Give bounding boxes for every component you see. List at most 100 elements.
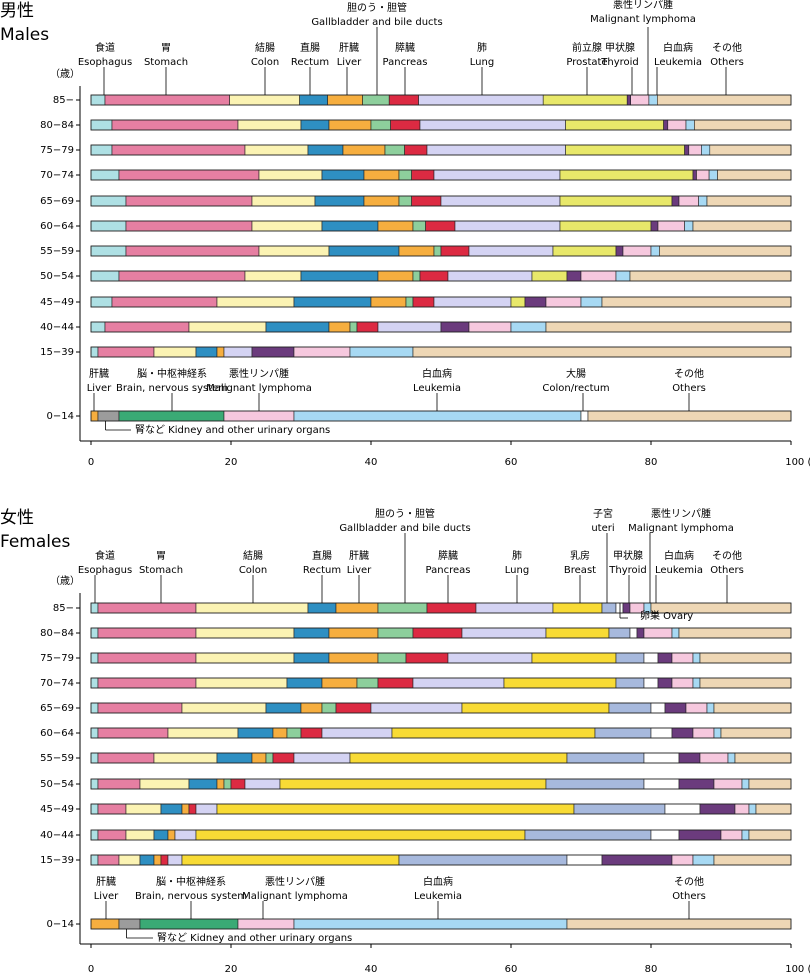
bar-segment-esophagus: [90, 778, 99, 790]
child-label-ja: 悪性リンパ腫: [229, 367, 289, 380]
bar-segment-others: [545, 321, 792, 333]
bar-outline: [90, 752, 792, 764]
bar-segment-lymphoma: [545, 296, 582, 308]
bar-segment-breast: [195, 829, 526, 841]
bar-segment-colon: [195, 602, 309, 614]
series-label-ja: 甲状腺: [613, 549, 643, 562]
bar-segment-esophagus: [90, 296, 113, 308]
row-label-age: 40−44: [40, 322, 74, 333]
series-label-en: Liver: [337, 57, 362, 68]
bar-segment-liver: [342, 144, 386, 156]
bar-segment-esophagus: [90, 346, 99, 358]
bar-segment-esophagus: [90, 727, 99, 739]
x-tick-label: 40: [365, 457, 378, 468]
child-label-en: Liver: [87, 383, 112, 394]
bar-segment-others: [699, 652, 792, 664]
child-label-en: Leukemia: [414, 891, 462, 902]
bar-segment-thyroid: [566, 270, 582, 282]
bar-segment-others: [717, 169, 792, 181]
y-unit-label: （歳）: [50, 575, 80, 587]
series-label-en: Leukemia: [655, 565, 703, 576]
series-label-en: uteri: [591, 523, 614, 534]
row-label-age: 70−74: [40, 170, 74, 181]
bar-segment-thyroid: [692, 169, 697, 181]
bar-segment-rectum: [307, 602, 337, 614]
series-label-en: Lung: [470, 57, 494, 68]
bar-segment-lymphoma: [657, 220, 685, 232]
bar-segment-lung: [461, 627, 547, 639]
series-label-ja: 乳房: [570, 549, 590, 562]
bar-segment-colon: [153, 752, 218, 764]
bar-outline: [90, 677, 792, 689]
series-label-en: Stomach: [139, 565, 183, 576]
bar-segment-lymphoma: [671, 677, 694, 689]
bar-segment-rectum: [299, 94, 328, 106]
x-tick-label: 20: [225, 457, 238, 468]
bar-segment-rectum: [328, 245, 400, 257]
bar-segment-esophagus: [90, 245, 127, 257]
child-label-en: Liver: [94, 891, 119, 902]
bar-segment-pancreas: [300, 727, 323, 739]
bar-segment-others: [678, 627, 792, 639]
bar-segment-lymphoma: [622, 245, 652, 257]
child-label-en: Leukemia: [413, 383, 461, 394]
panel-title-en: Females: [0, 532, 70, 552]
bar-segment-thyroid: [678, 829, 722, 841]
bar-segment-breast: [552, 602, 603, 614]
bar-segment-lung: [195, 803, 218, 815]
bar-outline: [90, 702, 792, 714]
bar-segment-others: [734, 752, 792, 764]
series-label-en: Colon: [239, 565, 267, 576]
bar-segment-breast: [279, 778, 547, 790]
bar-segment-rectum: [265, 702, 302, 714]
bar-segment-colon: [125, 803, 162, 815]
bar-segment-stomach: [97, 627, 197, 639]
bar-segment-uterus: [608, 627, 631, 639]
bar-segment-stomach: [111, 144, 246, 156]
bar-segment-lung: [426, 144, 566, 156]
row-label-age: 55−59: [40, 753, 74, 764]
series-label-ja: 悪性リンパ腫: [613, 0, 673, 11]
bar-segment-prostate: [559, 169, 694, 181]
bar-segment-leukemia: [748, 803, 757, 815]
series-label-ja: 甲状腺: [605, 41, 635, 54]
panel-males: 男性 Males （歳） 0 20 40 60 80 100 (%) 85− 80−84 75−79 7…: [0, 0, 810, 468]
child-label-en: Brain, nervous system: [116, 383, 228, 394]
child-bar-segment-leukemia: [293, 918, 568, 930]
row-label-age: 40−44: [40, 830, 74, 841]
panel-title-ja: 女性: [0, 508, 34, 528]
y-unit-label: （歳）: [50, 68, 80, 80]
bar-segment-rectum: [188, 778, 218, 790]
bar-segment-lymphoma: [468, 321, 512, 333]
series-label-ja: 胆のう・胆管: [347, 1, 407, 14]
bar-segment-rectum: [286, 677, 323, 689]
bar-segment-lymphoma: [293, 346, 351, 358]
bar-segment-lung: [412, 677, 505, 689]
bar-outline: [90, 652, 792, 664]
bar-segment-colon: [181, 702, 267, 714]
bar-segment-colon: [188, 321, 267, 333]
bar-segment-others: [656, 94, 792, 106]
child-label-ja: 白血病: [423, 875, 453, 888]
series-label-ja: 胃: [161, 42, 171, 54]
row-label-age: 70−74: [40, 678, 74, 689]
x-tick-label: 80: [645, 457, 658, 468]
bar-segment-liver: [153, 854, 162, 866]
bar-outline: [90, 627, 792, 639]
bar-segment-colon: [216, 296, 295, 308]
bar-segment-pancreas: [335, 702, 372, 714]
series-label-en: Liver: [347, 565, 372, 576]
row-label-age: 45−49: [40, 297, 74, 308]
child-bar-segment-lymphoma: [237, 918, 295, 930]
bar-segment-uterus: [615, 652, 645, 664]
bar-segment-rectum: [293, 652, 330, 664]
row-label-age: 75−79: [40, 145, 74, 156]
bar-segment-others: [709, 144, 792, 156]
bar-segment-pancreas: [419, 270, 449, 282]
bar-segment-others: [720, 727, 792, 739]
bar-segment-colon: [258, 245, 330, 257]
bar-segment-breast: [216, 803, 575, 815]
bar-segment-breast: [545, 627, 610, 639]
bar-segment-lymphoma: [580, 270, 617, 282]
